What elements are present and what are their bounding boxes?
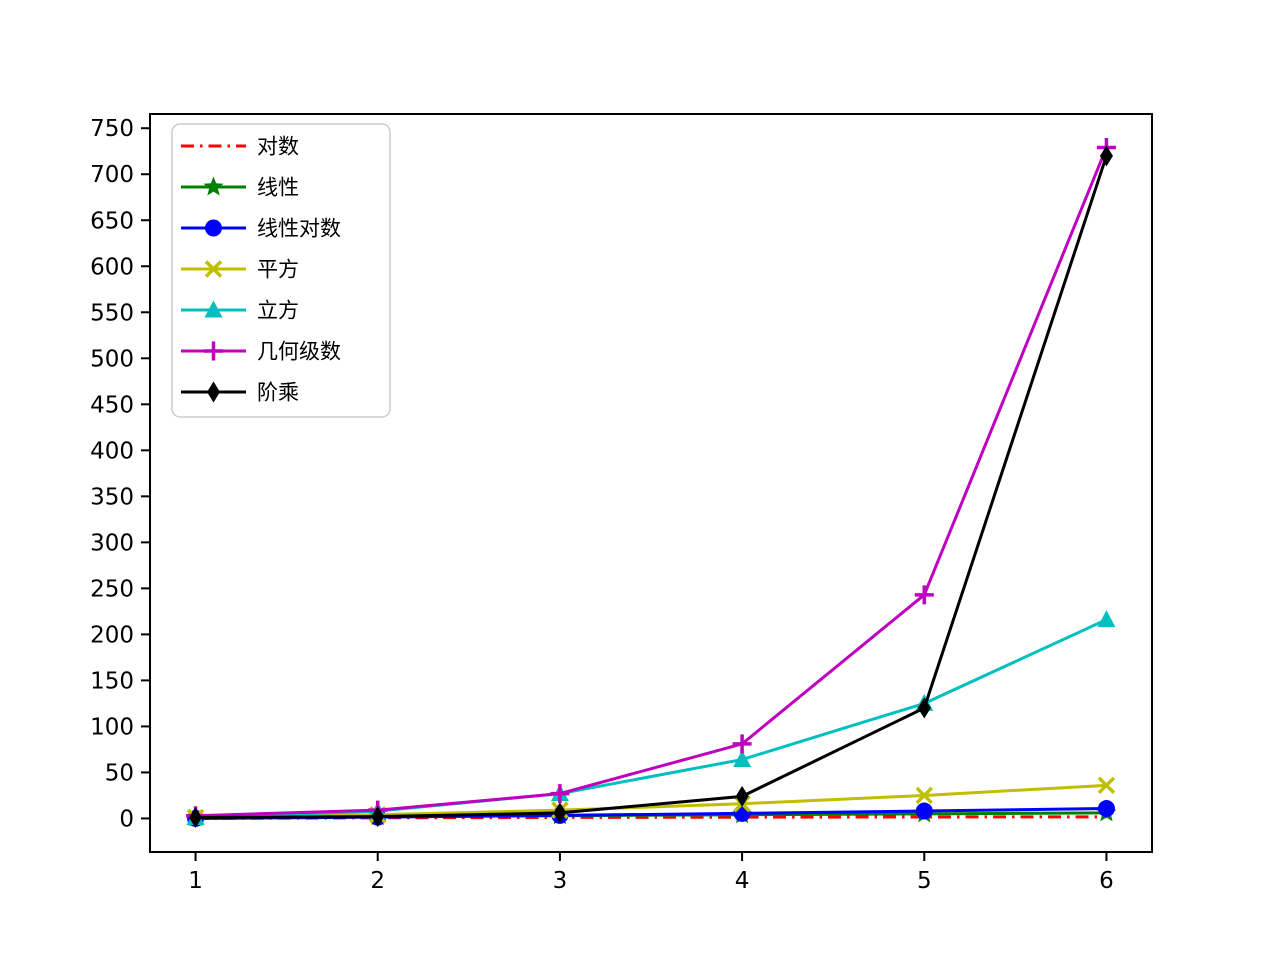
y-tick-label: 750 [90,116,134,142]
y-tick-label: 250 [90,576,134,602]
circle-marker [205,219,222,237]
series-line-factorial [195,155,1108,820]
diamond-marker [371,806,385,828]
x-marker [915,786,934,805]
star-marker [203,176,224,196]
series-line-square [195,783,1107,820]
legend-item-log: 对数 [181,135,299,159]
circle-marker [915,802,933,820]
y-tick-label: 300 [90,530,134,556]
legend-label-cube: 立方 [257,299,299,323]
plus-marker [732,734,752,754]
legend-item-square: 平方 [181,258,299,282]
y-tick-label: 50 [105,760,134,786]
legend-item-linlog: 线性对数 [181,217,341,241]
y-tick-label: 550 [90,300,134,326]
diamond-marker [1099,145,1113,167]
legend-label-factorial: 阶乘 [257,381,299,405]
x-tick-label: 5 [917,868,932,894]
x-marker [1097,776,1116,795]
y-tick-label: 150 [90,668,134,694]
series-line-geometric [195,146,1108,818]
legend-item-factorial: 阶乘 [181,381,299,405]
legend-label-linlog: 线性对数 [257,217,341,241]
legend-label-log: 对数 [257,135,299,159]
x-tick-label: 3 [553,868,568,894]
y-tick-label: 400 [90,438,134,464]
y-tick-label: 450 [90,392,134,418]
diamond-marker [917,697,931,719]
triangle-marker [1097,610,1116,628]
triangle-marker [733,750,752,768]
circle-marker [1097,800,1115,818]
legend-label-square: 平方 [257,258,299,282]
y-tick-label: 200 [90,622,134,648]
legend-box [171,123,391,418]
y-tick-label: 0 [119,806,134,832]
x-tick-label: 6 [1099,868,1114,894]
legend-item-linear: 线性 [181,176,299,200]
legend-item-geometric: 几何级数 [181,340,341,364]
diamond-marker [735,785,749,807]
diamond-marker [189,807,203,829]
y-tick-label: 700 [90,162,134,188]
y-tick-label: 100 [90,714,134,740]
axes-frame [149,113,1153,853]
y-tick-label: 600 [90,254,134,280]
diamond-marker [553,802,567,824]
legend-label-linear: 线性 [257,176,299,200]
x-tick-label: 1 [188,868,203,894]
plus-marker [914,585,934,605]
x-marker [204,260,223,278]
x-tick-label: 4 [735,868,750,894]
diamond-marker [207,381,220,403]
y-tick-label: 500 [90,346,134,372]
triangle-marker [204,300,223,318]
plus-marker [204,341,223,361]
legend-label-geometric: 几何级数 [257,340,341,364]
x-tick-label: 2 [370,868,385,894]
y-tick-label: 650 [90,208,134,234]
series-factorial [189,145,1113,829]
legend-item-cube: 立方 [181,299,299,323]
y-tick-label: 350 [90,484,134,510]
plus-marker [550,784,570,804]
